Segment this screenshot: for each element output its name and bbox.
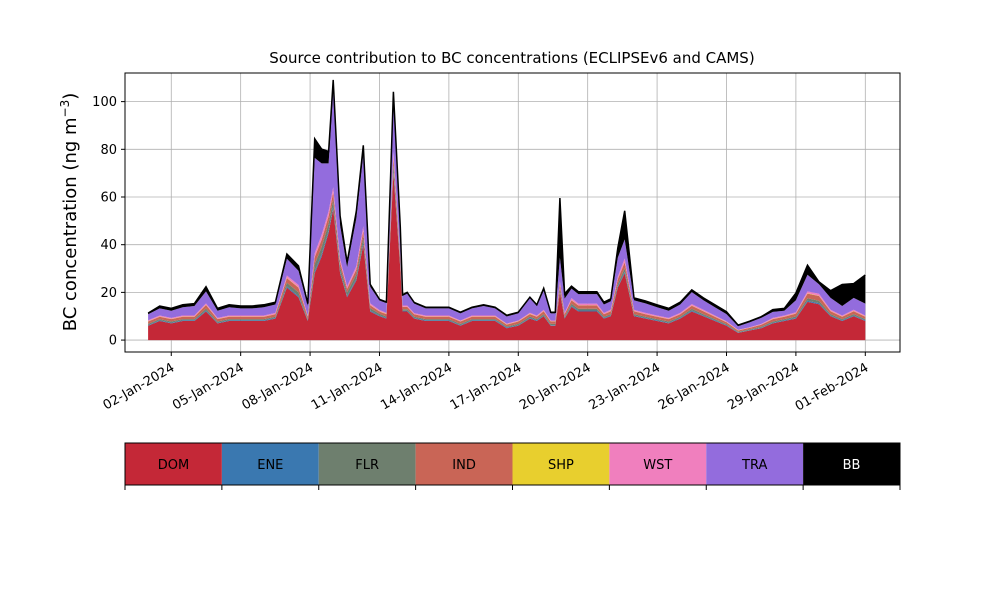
total-outline xyxy=(147,79,866,326)
legend-label-ind: IND xyxy=(452,458,476,473)
legend: DOM ENE FLR IND SHP WST TRA BB xyxy=(124,442,901,490)
x-tick-label: 11-Jan-2024 xyxy=(309,360,386,413)
legend-swatch-shp xyxy=(512,443,610,485)
x-tick-label: 01-Feb-2024 xyxy=(793,360,872,414)
y-axis-ticks: 0 20 40 60 80 100 xyxy=(92,95,125,349)
legend-label-flr: FLR xyxy=(355,458,379,473)
legend-frame xyxy=(124,442,901,486)
y-tick-label: 100 xyxy=(92,95,117,110)
legend-swatch-bb xyxy=(803,443,900,485)
y-tick-label: 80 xyxy=(100,143,117,158)
x-axis-ticks: 02-Jan-202405-Jan-202408-Jan-202411-Jan-… xyxy=(101,352,872,414)
legend-label-bb: BB xyxy=(843,458,861,473)
legend-label-shp: SHP xyxy=(548,458,574,473)
chart-title: Source contribution to BC concentrations… xyxy=(269,49,754,67)
y-axis-label-superscript: −3 xyxy=(58,100,72,118)
legend-swatch-dom xyxy=(125,443,222,485)
y-tick-label: 20 xyxy=(100,286,117,301)
area-series-wst xyxy=(148,151,866,331)
x-tick-label: 20-Jan-2024 xyxy=(517,360,594,413)
x-tick-label: 08-Jan-2024 xyxy=(239,360,316,413)
y-tick-label: 40 xyxy=(100,238,117,253)
legend-label-wst: WST xyxy=(643,458,672,473)
y-tick-label: 0 xyxy=(109,334,117,349)
legend-label-dom: DOM xyxy=(158,458,189,473)
area-series-dom xyxy=(148,173,866,341)
y-axis-label-text: BC concentration (ng m xyxy=(60,117,81,331)
y-tick-label: 60 xyxy=(100,191,117,206)
area-series-bb xyxy=(148,79,866,327)
x-tick-label: 29-Jan-2024 xyxy=(725,360,802,413)
area-series-shp xyxy=(148,156,866,331)
y-axis-label: BC concentration (ng m−3) xyxy=(58,93,81,332)
legend-swatch-ene xyxy=(221,443,319,485)
plot-frame xyxy=(124,72,901,353)
legend-swatch-ind xyxy=(415,443,513,485)
x-tick-label: 23-Jan-2024 xyxy=(586,360,663,413)
x-tick-label: 17-Jan-2024 xyxy=(448,360,525,413)
x-tick-label: 14-Jan-2024 xyxy=(378,360,455,413)
legend-swatch-flr xyxy=(318,443,416,485)
stacked-area-series xyxy=(147,79,866,341)
legend-swatch-tra xyxy=(706,443,804,485)
legend-label-ene: ENE xyxy=(257,458,283,473)
legend-swatch-wst xyxy=(609,443,707,485)
x-tick-label: 26-Jan-2024 xyxy=(656,360,733,413)
x-tick-label: 05-Jan-2024 xyxy=(170,360,247,413)
area-series-tra xyxy=(148,91,866,330)
legend-label-tra: TRA xyxy=(741,458,767,473)
x-tick-label: 02-Jan-2024 xyxy=(101,360,178,413)
y-axis-label-close: ) xyxy=(60,93,81,100)
